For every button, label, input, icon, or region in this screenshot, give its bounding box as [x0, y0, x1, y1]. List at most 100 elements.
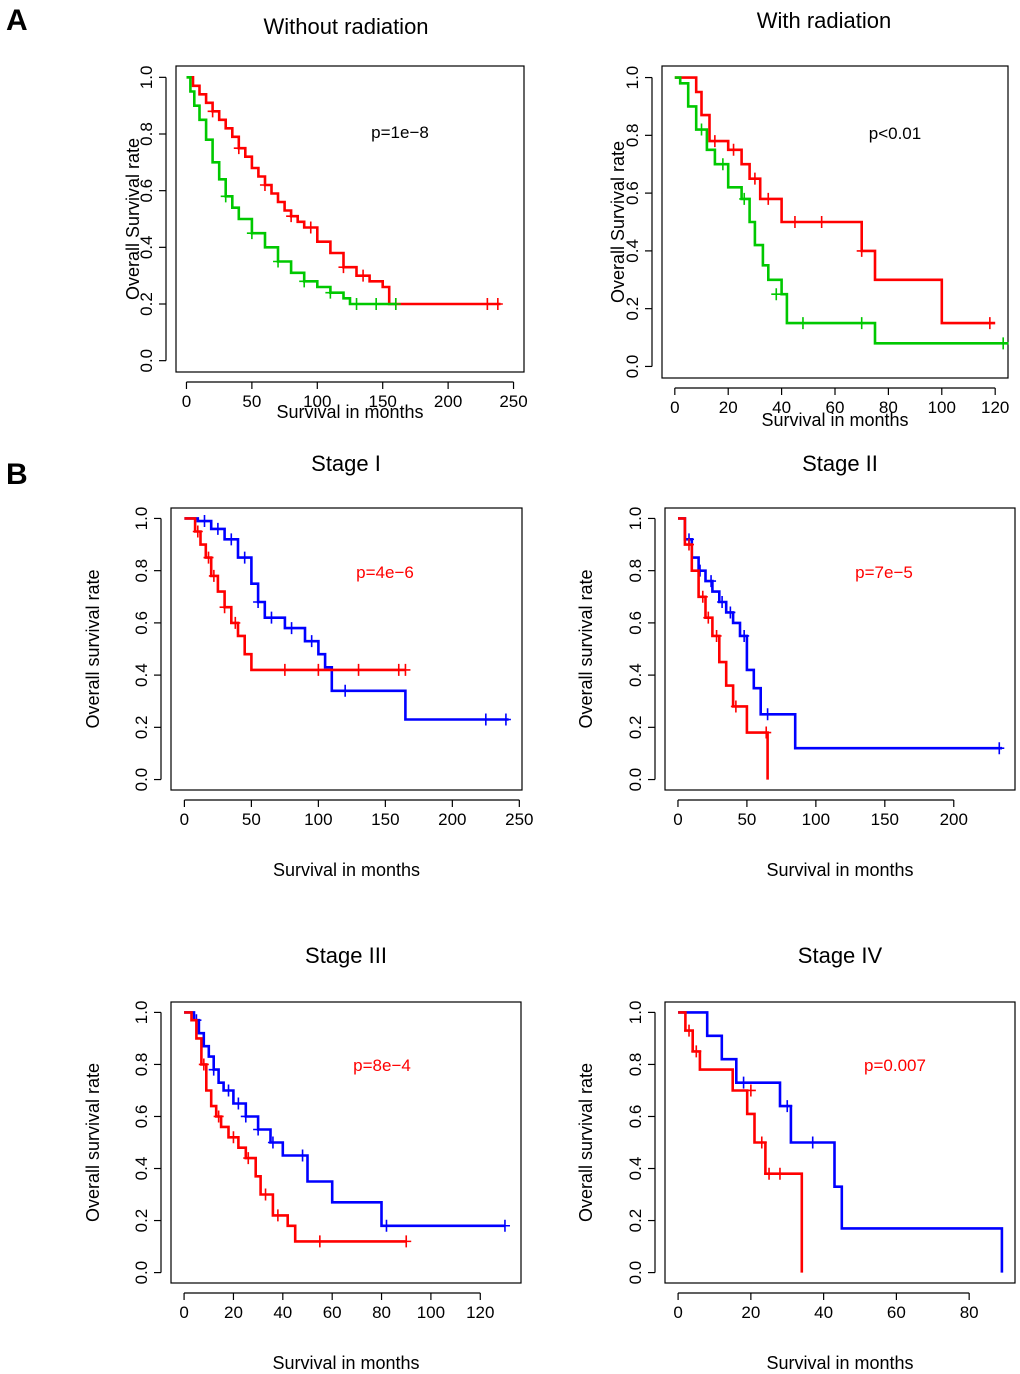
x-tick-label: 100: [304, 810, 332, 829]
y-tick-label: 1.0: [626, 507, 645, 531]
censor-mark: [728, 143, 739, 156]
y-tick-label: 0.4: [623, 239, 642, 263]
km-chart-a-left: 0 50 100 150 200 250 0.0 0.2 0.4 0.6 0.8 1.0 Without…: [123, 14, 528, 422]
x-tick-label: 20: [741, 1303, 760, 1322]
censor-mark: [480, 713, 491, 726]
censor-mark: [230, 616, 241, 629]
censor-mark: [797, 317, 808, 330]
y-tick-label: 0.8: [626, 559, 645, 583]
y-tick-label: 1.0: [626, 1001, 645, 1025]
censor-mark: [401, 1235, 412, 1248]
km-curve-blue: [184, 1011, 505, 1228]
censor-mark: [314, 1235, 325, 1248]
x-tick-label: 60: [323, 1303, 342, 1322]
censor-mark: [228, 1131, 239, 1144]
censor-mark: [807, 1136, 818, 1149]
x-tick-label: 120: [466, 1303, 494, 1322]
y-tick-label: 0.6: [137, 179, 156, 203]
y-axis-title: Overall survival rate: [83, 1063, 103, 1222]
y-tick-label: 0.2: [623, 297, 642, 321]
censor-mark: [325, 286, 336, 299]
y-tick-label: 0.4: [626, 1157, 645, 1181]
plot-frame: [661, 65, 1009, 379]
km-curve-red: [674, 76, 996, 325]
y-tick-label: 1.0: [132, 1001, 151, 1025]
censor-mark: [717, 596, 728, 608]
y-tick-label: 0.4: [626, 663, 645, 687]
censor-mark: [764, 1167, 775, 1180]
censor-mark: [286, 622, 297, 635]
censor-mark: [994, 742, 1005, 755]
y-tick-label: 1.0: [623, 66, 642, 90]
x-tick-label: 0: [182, 392, 191, 411]
chart-title: Without radiation: [263, 14, 428, 39]
censor-mark: [381, 1219, 392, 1232]
censor-mark: [203, 551, 214, 564]
y-tick-label: 0.0: [626, 768, 645, 792]
y-tick-label: 0.4: [137, 236, 156, 260]
censor-mark: [774, 1167, 785, 1180]
plot-frame: [175, 65, 525, 373]
y-axis-title: Overall Survival rate: [123, 138, 143, 300]
km-chart-b-stage4: 0 20 40 60 80 0.0 0.2 0.4 0.6 0.8 1.0 Stage IV Survi…: [576, 943, 1016, 1373]
x-axis-title: Survival in months: [276, 402, 423, 422]
censor-mark: [233, 1097, 244, 1110]
km-curve-green: [674, 76, 1009, 345]
y-tick-label: 0.0: [137, 349, 156, 373]
x-tick-label: 150: [871, 810, 899, 829]
p-value-annotation: p=7e−5: [855, 563, 913, 582]
km-curve-blue: [184, 517, 509, 721]
x-tick-label: 100: [417, 1303, 445, 1322]
plot-frame: [664, 507, 1016, 791]
censor-mark: [212, 522, 223, 535]
censor-mark: [266, 611, 277, 624]
censor-mark: [696, 123, 707, 136]
x-tick-label: 250: [505, 810, 533, 829]
km-curve-red: [678, 517, 769, 780]
x-tick-label: 40: [273, 1303, 292, 1322]
censor-mark: [305, 221, 316, 234]
y-axis-title: Overall survival rate: [83, 569, 103, 728]
censor-mark: [390, 298, 401, 310]
censor-mark: [199, 515, 210, 528]
y-tick-label: 1.0: [137, 66, 156, 90]
censor-mark: [297, 1149, 308, 1162]
x-tick-label: 0: [179, 1303, 188, 1322]
censor-mark: [260, 1188, 271, 1201]
censor-mark: [761, 726, 772, 739]
chart-title: With radiation: [757, 8, 892, 33]
x-tick-label: 0: [180, 810, 189, 829]
x-tick-label: 80: [879, 398, 898, 417]
y-axis-title: Overall Survival rate: [608, 141, 628, 303]
y-tick-label: 0.6: [132, 1105, 151, 1129]
plot-frame: [170, 507, 523, 791]
x-tick-label: 150: [369, 392, 397, 411]
censor-mark: [717, 158, 728, 171]
censor-mark: [492, 298, 503, 310]
x-tick-label: 20: [719, 398, 738, 417]
y-axis-title: Overall survival rate: [576, 1063, 596, 1222]
km-curve-blue: [678, 1011, 1004, 1273]
censor-mark: [709, 135, 720, 148]
y-tick-label: 0.6: [626, 1105, 645, 1129]
censor-mark: [789, 216, 800, 228]
censor-mark: [684, 1024, 695, 1037]
p-value-annotation: p=1e−8: [371, 123, 429, 142]
plot-frame: [170, 1001, 522, 1284]
censor-mark: [208, 569, 219, 582]
censor-mark: [338, 261, 349, 274]
x-tick-label: 200: [438, 810, 466, 829]
x-axis-title: Survival in months: [766, 1353, 913, 1373]
censor-mark: [703, 611, 714, 624]
y-tick-label: 0.0: [132, 1261, 151, 1285]
censor-mark: [240, 1110, 251, 1123]
y-tick-label: 0.8: [623, 124, 642, 148]
censor-mark: [482, 298, 493, 310]
censor-mark: [771, 288, 782, 301]
censor-mark: [313, 663, 324, 676]
y-tick-label: 0.2: [626, 716, 645, 740]
censor-mark: [286, 210, 297, 223]
censor-mark: [351, 298, 362, 310]
y-tick-label: 0.6: [626, 611, 645, 635]
